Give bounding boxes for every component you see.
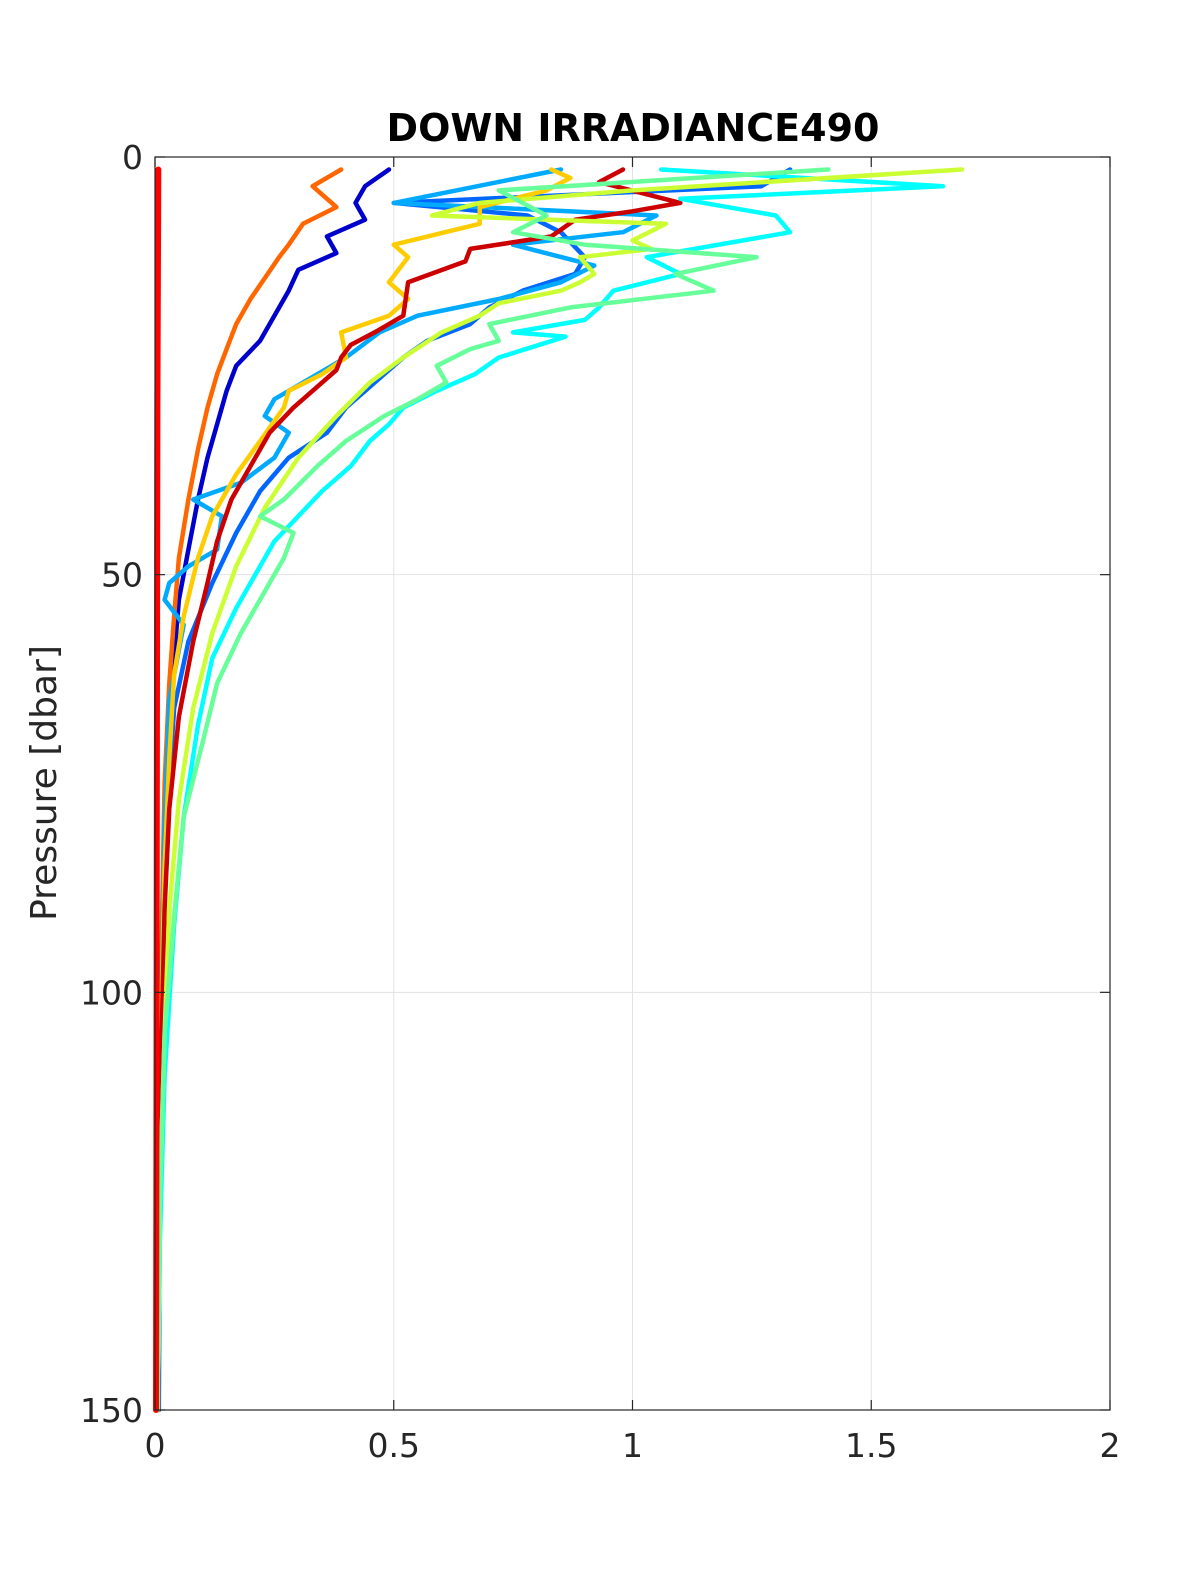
y-tick-labels: 0 50 100 150 (80, 138, 143, 1430)
y-tick-label: 50 (101, 556, 143, 595)
series-line-9 (155, 167, 831, 1413)
y-tick-label: 150 (80, 1391, 143, 1430)
x-tick-labels: 0 0.5 1 1.5 2 (145, 1426, 1121, 1465)
x-tick-label: 1 (622, 1426, 643, 1465)
series-line-5 (155, 167, 573, 1413)
x-tick-label: 0.5 (368, 1426, 420, 1465)
tick-marks (154, 156, 1111, 1411)
y-tick-label: 0 (122, 138, 143, 177)
x-tick-label: 2 (1100, 1426, 1121, 1465)
series-line-3 (155, 167, 793, 1413)
series-line-8 (155, 167, 965, 1413)
y-tick-label: 100 (80, 973, 143, 1012)
y-axis-label: Pressure [dbar] (24, 645, 65, 921)
series-line-10 (153, 166, 162, 1413)
x-tick-label: 1.5 (845, 1426, 897, 1465)
x-tick-label: 0 (145, 1426, 166, 1465)
chart-title: DOWN IRRADIANCE490 (387, 106, 880, 150)
series-layer (153, 166, 965, 1413)
